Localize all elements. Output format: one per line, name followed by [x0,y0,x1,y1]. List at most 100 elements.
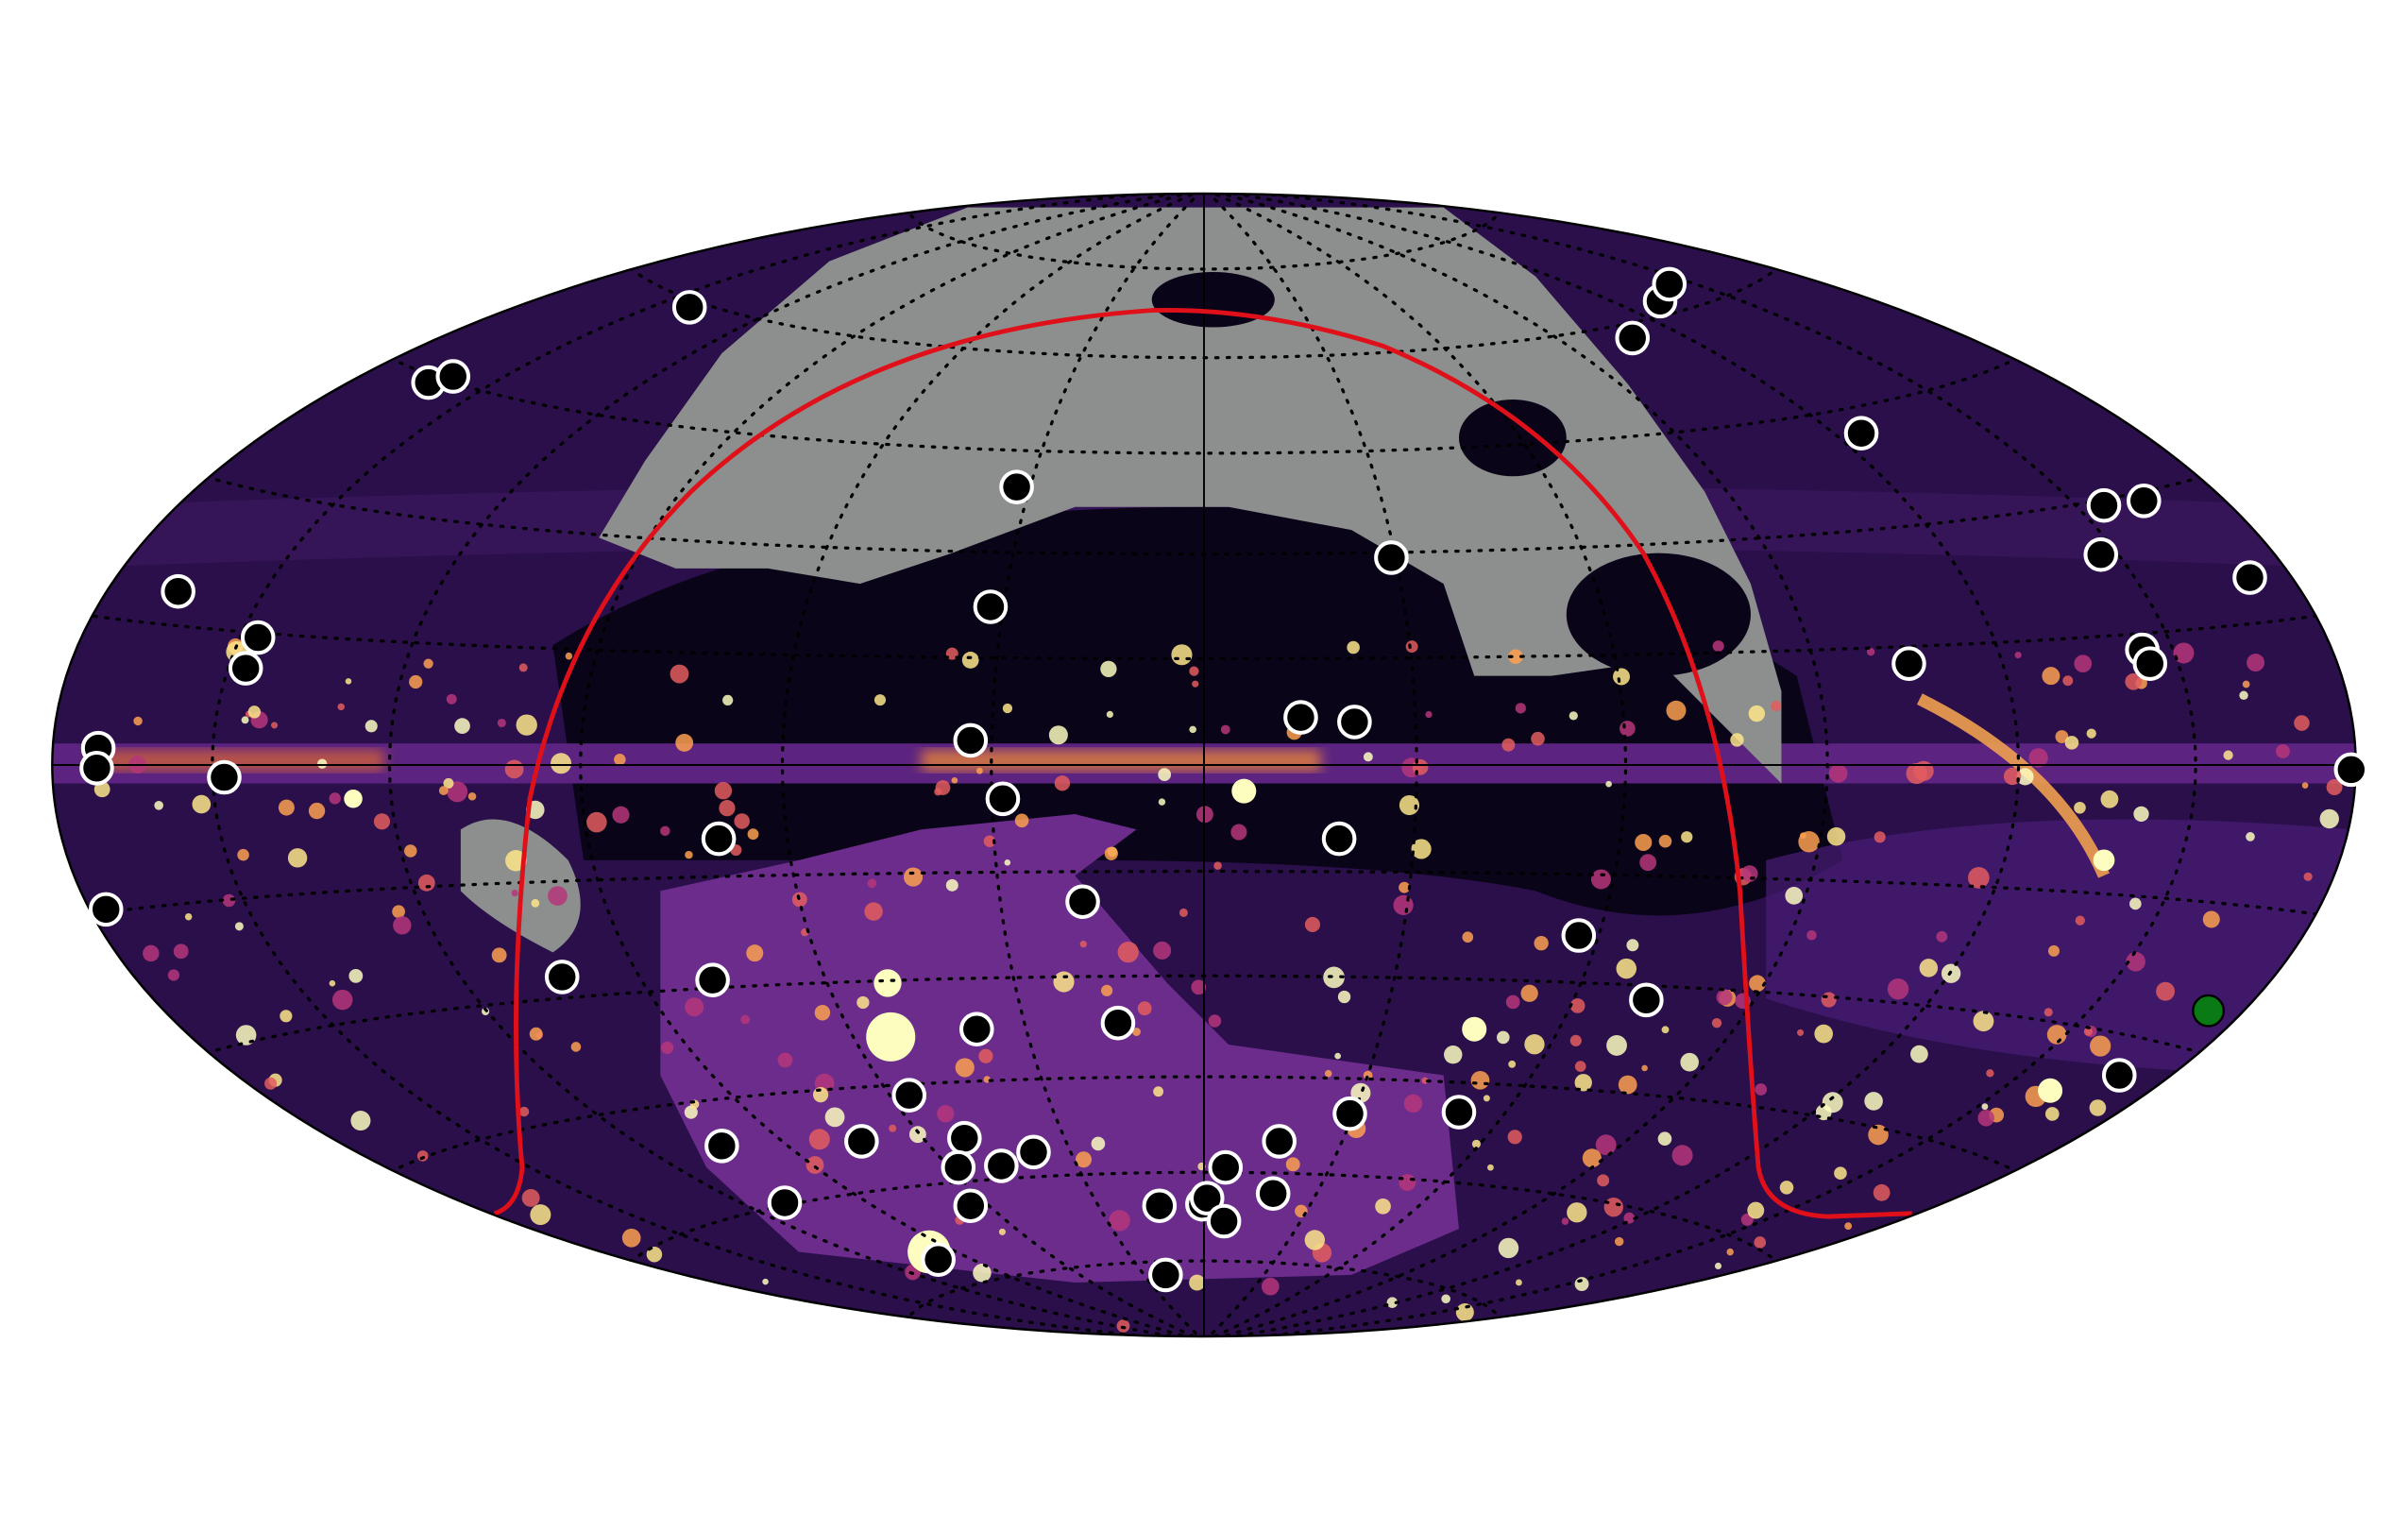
source [1220,724,1230,735]
marker [2101,1058,2137,1093]
source [955,1058,975,1078]
source [762,1278,769,1285]
source [937,1105,955,1123]
marker [1321,821,1357,857]
marker [921,1242,956,1277]
source [1873,1183,1891,1201]
marker [2126,483,2162,518]
source [337,703,345,711]
source [1487,1164,1494,1171]
source [2100,790,2119,808]
source [2239,690,2248,701]
boundary-curve [493,307,1912,1219]
source [1425,710,1433,719]
source [2055,730,2069,743]
source [417,874,435,892]
source [2326,779,2343,796]
source [1567,1202,1587,1223]
marker [695,962,730,997]
source [531,898,540,908]
marker [947,1120,982,1156]
source [1619,721,1636,737]
source [1531,731,1545,746]
marker [1016,1134,1051,1170]
source [983,835,996,847]
parallel [626,1170,1782,1266]
marker [1629,982,1664,1018]
source [746,944,764,962]
marker [704,1129,739,1164]
source [808,1129,830,1150]
source [2303,872,2313,881]
source [1590,869,1611,890]
marker [1208,1149,1244,1185]
source [2014,652,2022,659]
source [2275,743,2290,758]
source [975,767,983,774]
source [2319,808,2339,829]
source [93,781,110,798]
marker [1142,1188,1178,1224]
markers [79,266,2369,1293]
source [237,848,249,861]
source [1821,992,1837,1008]
source [1910,1045,1928,1063]
source [329,979,336,987]
source [1785,887,1804,905]
source [1977,1110,1994,1127]
source [392,905,405,919]
source [1618,1075,1637,1095]
source [278,799,295,816]
source [1574,1061,1586,1072]
source [247,706,262,719]
source [646,1246,663,1263]
source [1393,894,1414,915]
source [1101,984,1113,996]
source [684,1105,698,1119]
source [722,694,734,706]
marker [1262,1124,1297,1159]
source [660,825,670,837]
source [714,782,733,800]
source [1505,994,1520,1010]
source [1230,824,1247,841]
source [344,790,363,808]
source [873,969,902,997]
source [1868,1124,1889,1146]
source [1153,941,1172,960]
parallel [90,614,2318,661]
source [685,997,704,1017]
source [1712,640,1724,653]
source [329,792,341,805]
marker [161,573,195,609]
source [973,1264,992,1283]
source [1189,1274,1206,1291]
source [2083,1027,2093,1036]
source [167,969,180,981]
source [1386,1297,1399,1308]
source [1444,1045,1463,1064]
source [1639,854,1657,872]
source [1749,975,1766,993]
source [2043,1008,2053,1017]
source [548,886,568,906]
marker [2232,560,2267,595]
source [1334,1052,1341,1060]
dark-blob [1458,399,1567,477]
source [192,794,212,814]
marker [1337,705,1372,740]
source [1574,1277,1589,1292]
source [1919,959,1939,978]
source [908,1126,926,1144]
source [1561,1217,1569,1226]
marker [941,1149,976,1185]
source [2090,1035,2111,1057]
source [734,813,750,829]
source [1405,640,1418,654]
source [2016,768,2034,786]
source [1470,1070,1490,1090]
source [1153,1086,1164,1097]
source [2062,675,2074,687]
source [423,658,433,669]
source [978,1048,993,1063]
